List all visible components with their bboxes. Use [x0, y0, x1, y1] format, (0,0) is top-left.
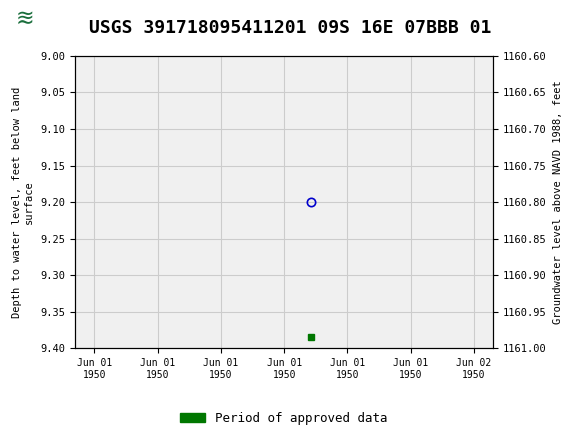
Text: USGS: USGS	[58, 10, 113, 28]
Y-axis label: Depth to water level, feet below land
surface: Depth to water level, feet below land su…	[12, 86, 34, 318]
Y-axis label: Groundwater level above NAVD 1988, feet: Groundwater level above NAVD 1988, feet	[553, 80, 563, 324]
Text: USGS 391718095411201 09S 16E 07BBB 01: USGS 391718095411201 09S 16E 07BBB 01	[89, 19, 491, 37]
Legend: Period of approved data: Period of approved data	[176, 407, 393, 430]
Text: ≋: ≋	[15, 9, 34, 29]
